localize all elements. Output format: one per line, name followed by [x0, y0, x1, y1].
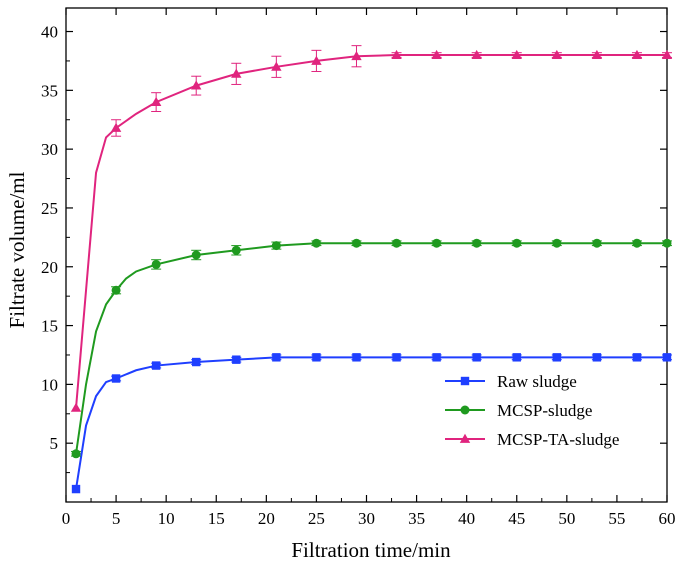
data-point — [311, 55, 322, 65]
data-point — [191, 80, 202, 90]
data-point — [151, 361, 161, 370]
x-tick-label: 0 — [62, 509, 71, 528]
legend-label: MCSP-TA-sludge — [497, 430, 619, 449]
data-point — [432, 353, 441, 362]
data-point — [511, 49, 522, 59]
x-tick-label: 15 — [208, 509, 225, 528]
data-point — [232, 355, 241, 364]
data-point — [662, 238, 672, 248]
x-tick-label: 60 — [659, 509, 676, 528]
legend-item: Raw sludge — [445, 372, 577, 391]
data-point — [431, 49, 442, 59]
data-point — [471, 49, 482, 59]
data-point — [191, 250, 201, 260]
data-point — [111, 374, 121, 383]
x-tick-label: 10 — [158, 509, 175, 528]
data-point — [111, 285, 121, 295]
data-point — [392, 238, 402, 248]
y-tick-label: 5 — [50, 434, 59, 453]
data-point — [231, 68, 242, 78]
data-point — [192, 357, 201, 367]
data-point — [272, 353, 281, 362]
x-tick-label: 45 — [508, 509, 525, 528]
data-point — [592, 353, 602, 362]
x-tick-label: 35 — [408, 509, 425, 528]
data-point — [271, 61, 282, 71]
data-point — [591, 49, 603, 59]
x-axis-title: Filtration time/min — [291, 538, 451, 562]
data-point — [512, 353, 521, 362]
plot-frame — [65, 7, 668, 503]
y-tick-label: 15 — [41, 317, 58, 336]
data-point — [631, 49, 643, 59]
x-tick-label: 50 — [558, 509, 575, 528]
data-point — [512, 238, 522, 248]
data-point — [472, 353, 481, 362]
y-tick-label: 10 — [41, 375, 58, 394]
legend: Raw sludge MCSP-sludge MCSP-TA-sludge — [445, 372, 619, 449]
data-point — [632, 238, 642, 248]
data-point — [70, 402, 82, 412]
data-point — [552, 353, 562, 362]
series-line — [75, 356, 667, 490]
x-tick-label: 25 — [308, 509, 325, 528]
data-point — [351, 51, 362, 61]
data-point — [352, 353, 361, 362]
series-mcsp-sludge — [71, 238, 672, 459]
legend-item: MCSP-sludge — [445, 401, 592, 420]
x-tick-label: 20 — [258, 509, 275, 528]
series-line — [75, 54, 667, 408]
data-point — [71, 484, 81, 494]
data-point — [231, 245, 241, 255]
data-point — [312, 353, 321, 362]
data-point — [552, 238, 562, 248]
data-point — [592, 238, 602, 248]
x-tick-label: 40 — [458, 509, 475, 528]
data-point — [351, 238, 361, 248]
legend-item: MCSP-TA-sludge — [445, 430, 619, 449]
data-point — [472, 238, 482, 248]
data-point — [110, 122, 122, 132]
x-tick-label: 30 — [358, 509, 375, 528]
data-point — [392, 353, 401, 362]
y-tick-label: 20 — [41, 258, 58, 277]
x-tick-label: 5 — [112, 509, 121, 528]
data-point — [150, 96, 162, 106]
series-line — [75, 242, 667, 454]
legend-label: MCSP-sludge — [497, 401, 592, 420]
y-tick-label: 40 — [41, 23, 58, 42]
y-tick-label: 30 — [41, 140, 58, 159]
legend-marker — [460, 405, 470, 415]
data-point — [71, 449, 81, 459]
data-point — [271, 241, 281, 251]
data-point — [661, 49, 673, 59]
data-point — [151, 259, 161, 269]
data-point — [662, 353, 672, 362]
data-point — [391, 49, 402, 59]
y-axis-title: Filtrate volume/ml — [5, 171, 29, 328]
legend-marker — [459, 433, 471, 443]
data-point — [632, 353, 642, 362]
legend-label: Raw sludge — [497, 372, 577, 391]
data-point — [311, 238, 321, 248]
data-point — [432, 238, 442, 248]
series-layer — [70, 45, 673, 494]
y-tick-label: 35 — [41, 81, 58, 100]
x-tick-label: 55 — [608, 509, 625, 528]
data-point — [551, 49, 563, 59]
y-tick-label: 25 — [41, 199, 58, 218]
series-raw-sludge — [71, 353, 672, 494]
series-mcsp-ta-sludge — [70, 45, 673, 412]
axes: 0 5 10 15 20 25 30 35 40 45 50 55 60 5 10 15 20 25 30 35 40 — [41, 7, 676, 528]
legend-marker — [460, 376, 470, 386]
